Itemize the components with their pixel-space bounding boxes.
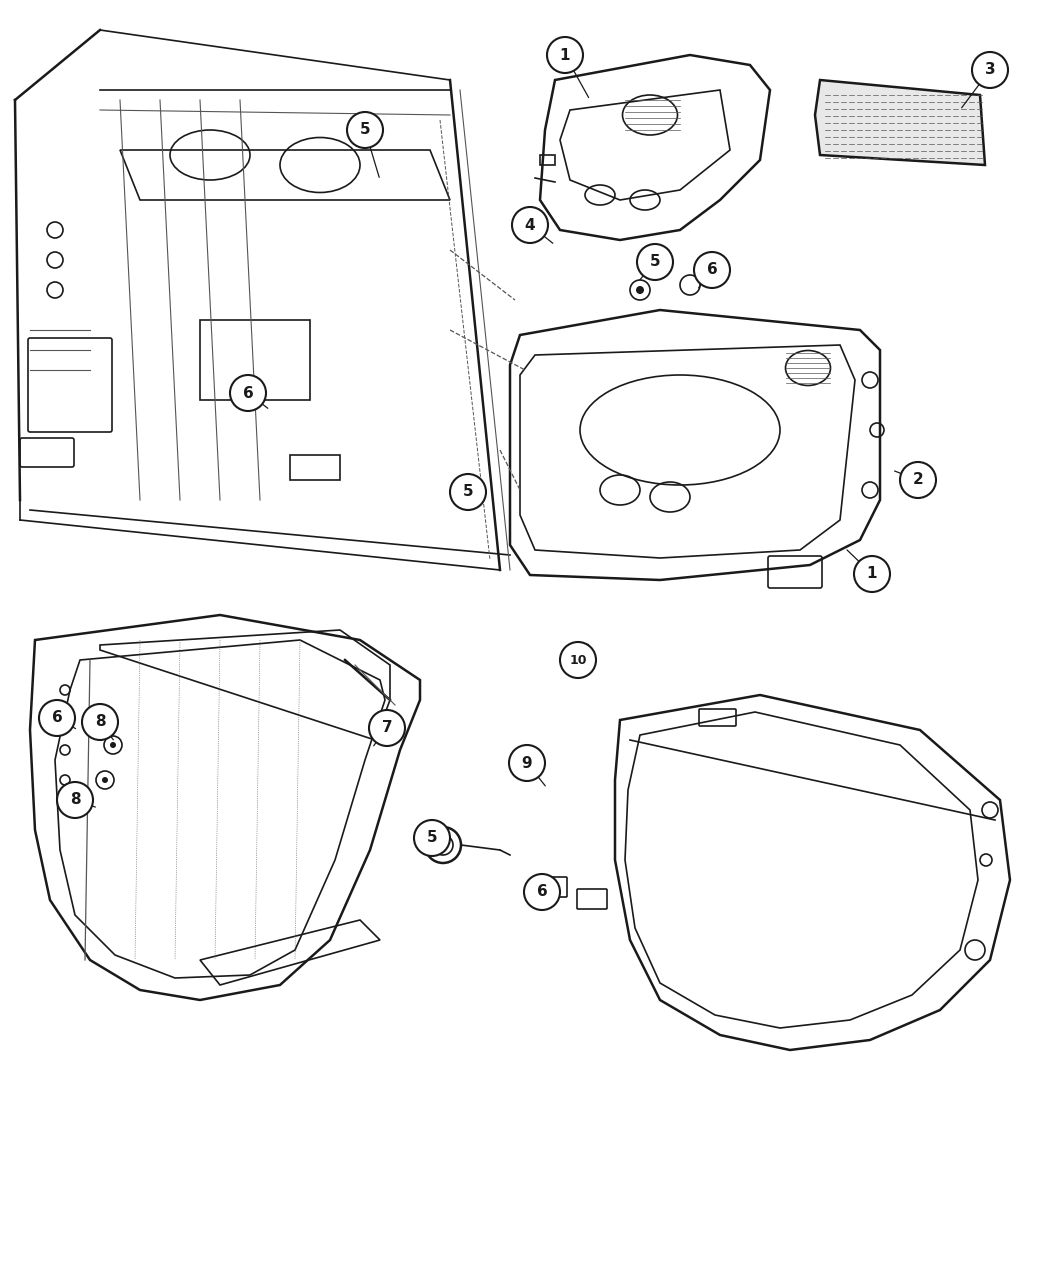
Circle shape bbox=[547, 37, 583, 73]
Circle shape bbox=[39, 700, 75, 736]
Circle shape bbox=[636, 286, 644, 295]
Circle shape bbox=[972, 52, 1008, 88]
Text: 3: 3 bbox=[985, 62, 995, 78]
Circle shape bbox=[512, 207, 548, 244]
Circle shape bbox=[694, 252, 730, 288]
Text: 7: 7 bbox=[382, 720, 393, 736]
Text: 8: 8 bbox=[94, 714, 105, 729]
Polygon shape bbox=[815, 80, 985, 164]
Text: 10: 10 bbox=[569, 654, 587, 667]
Text: 6: 6 bbox=[51, 710, 62, 725]
Text: 6: 6 bbox=[537, 885, 547, 899]
Text: 4: 4 bbox=[525, 218, 536, 232]
Text: 2: 2 bbox=[912, 473, 923, 487]
Circle shape bbox=[509, 745, 545, 782]
Text: 5: 5 bbox=[650, 255, 660, 269]
Circle shape bbox=[346, 112, 383, 148]
Text: 9: 9 bbox=[522, 756, 532, 770]
Text: 6: 6 bbox=[707, 263, 717, 278]
Circle shape bbox=[637, 244, 673, 280]
Text: 5: 5 bbox=[426, 830, 437, 845]
Text: 6: 6 bbox=[243, 385, 253, 400]
Circle shape bbox=[414, 820, 450, 856]
Circle shape bbox=[82, 704, 118, 740]
Circle shape bbox=[854, 556, 890, 592]
Text: 1: 1 bbox=[866, 566, 877, 581]
Circle shape bbox=[57, 782, 93, 819]
Text: 5: 5 bbox=[463, 484, 474, 500]
Text: 8: 8 bbox=[69, 793, 80, 807]
Circle shape bbox=[524, 873, 560, 910]
Circle shape bbox=[900, 462, 936, 499]
Text: 5: 5 bbox=[360, 122, 371, 138]
Circle shape bbox=[230, 375, 266, 411]
Text: 1: 1 bbox=[560, 47, 570, 62]
Circle shape bbox=[560, 643, 596, 678]
Circle shape bbox=[110, 742, 116, 748]
Circle shape bbox=[450, 474, 486, 510]
Circle shape bbox=[369, 710, 405, 746]
Circle shape bbox=[102, 776, 108, 783]
